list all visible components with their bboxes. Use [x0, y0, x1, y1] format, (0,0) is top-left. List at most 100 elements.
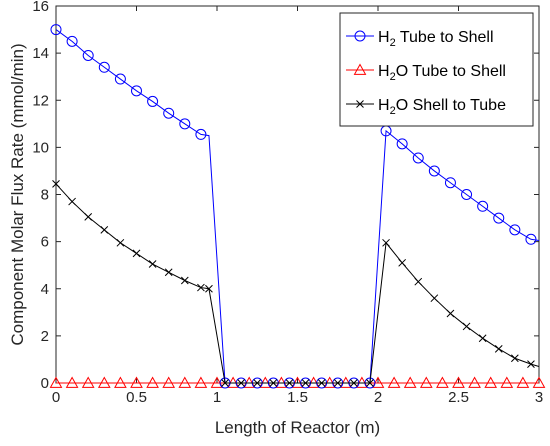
data-point-h2o-tube-to-shell: [403, 376, 417, 388]
data-point-h2-tube-to-shell: [131, 85, 142, 97]
data-point-h2-tube-to-shell: [114, 73, 126, 85]
data-point-h2-tube-to-shell: [195, 128, 207, 140]
data-point-h2o-shell-to-tube: [116, 238, 125, 247]
data-point-h2o-tube-to-shell: [387, 376, 401, 388]
data-point-h2-tube-to-shell: [412, 152, 424, 164]
data-point-h2-tube-to-shell: [444, 177, 456, 189]
data-point-h2o-tube-to-shell: [146, 376, 159, 388]
data-point-h2o-shell-to-tube: [414, 277, 423, 286]
legend-marker: [356, 100, 364, 108]
data-point-h2o-shell-to-tube: [269, 379, 278, 387]
data-point-h2o-shell-to-tube: [285, 379, 294, 387]
data-point-h2o-shell-to-tube: [253, 379, 262, 387]
data-point-h2o-shell-to-tube: [317, 379, 326, 387]
legend-label-part: H: [378, 29, 390, 46]
legend-label: H2O Tube to Shell: [378, 63, 506, 83]
legend-label: H2O Shell to Tube: [378, 97, 506, 117]
data-point-h2-tube-to-shell: [66, 35, 78, 47]
data-point-h2o-tube-to-shell: [49, 376, 63, 388]
legend-item-h2o-tube-to-shell: H2O Tube to Shell: [346, 63, 506, 83]
y-tick-label: 14: [32, 45, 49, 62]
data-point-h2o-shell-to-tube: [84, 213, 93, 221]
data-point-h2o-shell-to-tube: [382, 238, 390, 247]
data-point-h2o-shell-to-tube: [100, 225, 109, 234]
data-point-h2o-shell-to-tube: [52, 180, 60, 188]
legend-label-subscript: 2: [390, 37, 396, 49]
data-point-h2o-tube-to-shell: [532, 376, 546, 388]
data-point-h2-tube-to-shell: [428, 165, 440, 177]
x-axis-label: Length of Reactor (m): [215, 418, 380, 437]
data-point-h2o-shell-to-tube: [237, 379, 246, 387]
data-point-h2o-tube-to-shell: [452, 376, 465, 388]
legend-marker: [354, 30, 366, 42]
data-point-h2-tube-to-shell: [396, 138, 408, 150]
data-point-h2o-shell-to-tube: [462, 322, 471, 331]
data-point-h2o-tube-to-shell: [419, 376, 433, 388]
y-axis-label: Component Molar Flux Rate (mmol/min): [8, 43, 27, 345]
data-point-h2o-tube-to-shell: [130, 376, 143, 388]
y-tick-label: 8: [41, 187, 49, 204]
legend-label-subscript: 2: [390, 71, 396, 83]
data-point-h2o-shell-to-tube: [164, 268, 173, 277]
x-tick-label: 3: [535, 389, 543, 406]
y-tick-label: 4: [41, 281, 49, 298]
series-layer: [49, 24, 546, 389]
data-point-h2-tube-to-shell: [525, 233, 537, 245]
data-point-h2o-shell-to-tube: [221, 379, 229, 387]
legend-label-part: O Shell to Tube: [396, 97, 506, 114]
legend-label-part: H: [378, 63, 390, 80]
y-tick-label: 2: [41, 328, 49, 345]
legend-item-h2o-shell-to-tube: H2O Shell to Tube: [346, 97, 506, 117]
data-point-h2-tube-to-shell: [82, 49, 94, 61]
data-point-h2o-shell-to-tube: [398, 258, 407, 267]
x-tick-label: 2.5: [448, 389, 469, 406]
data-point-h2o-shell-to-tube: [446, 309, 455, 318]
legend-label-part: O Tube to Shell: [396, 63, 506, 80]
x-tick-label: 0.5: [126, 389, 147, 406]
data-point-h2-tube-to-shell: [98, 61, 110, 73]
data-point-h2o-shell-to-tube: [180, 276, 189, 285]
data-point-h2o-tube-to-shell: [162, 376, 176, 388]
data-point-h2o-shell-to-tube: [349, 379, 358, 387]
data-point-h2o-shell-to-tube: [205, 284, 213, 293]
data-point-h2-tube-to-shell: [509, 224, 521, 236]
data-point-h2o-shell-to-tube: [527, 360, 535, 369]
data-point-h2o-shell-to-tube: [430, 294, 439, 303]
y-tick-label: 16: [32, 0, 49, 15]
data-point-h2-tube-to-shell: [461, 189, 473, 200]
data-point-h2-tube-to-shell: [493, 212, 505, 224]
data-point-h2o-tube-to-shell: [178, 376, 192, 388]
legend-label-subscript: 2: [390, 105, 396, 117]
data-point-h2o-shell-to-tube: [366, 379, 374, 387]
data-point-h2-tube-to-shell: [477, 200, 489, 212]
x-tick-label: 1: [213, 389, 221, 406]
legend-item-h2-tube-to-shell: H2 Tube to Shell: [346, 29, 494, 49]
y-tick-label: 12: [32, 92, 49, 109]
data-point-h2o-tube-to-shell: [500, 376, 514, 388]
series-line-h2o-shell-to-tube: [55, 183, 540, 384]
data-point-h2-tube-to-shell: [179, 118, 191, 130]
data-point-h2o-tube-to-shell: [484, 376, 498, 388]
x-tick-label: 1.5: [287, 389, 308, 406]
legend-label-part: H: [378, 97, 390, 114]
data-point-h2o-tube-to-shell: [114, 376, 127, 388]
y-tick-label: 6: [41, 234, 49, 251]
data-point-h2-tube-to-shell: [50, 24, 62, 36]
x-tick-label: 2: [374, 389, 382, 406]
y-tick-label: 10: [32, 139, 49, 156]
data-point-h2o-shell-to-tube: [478, 334, 487, 343]
legend-label-part: Tube to Shell: [396, 29, 494, 46]
data-point-h2o-shell-to-tube: [132, 249, 141, 258]
data-point-h2-tube-to-shell: [147, 95, 159, 107]
data-point-h2o-shell-to-tube: [68, 197, 76, 206]
data-point-h2o-shell-to-tube: [197, 283, 205, 292]
data-point-h2o-tube-to-shell: [436, 376, 449, 388]
data-point-h2o-shell-to-tube: [301, 379, 310, 387]
data-point-h2o-shell-to-tube: [494, 344, 503, 353]
data-point-h2-tube-to-shell: [163, 107, 175, 119]
data-point-h2o-tube-to-shell: [81, 376, 95, 388]
data-point-h2o-tube-to-shell: [65, 376, 79, 388]
series-h2o-shell-to-tube: [52, 180, 540, 387]
